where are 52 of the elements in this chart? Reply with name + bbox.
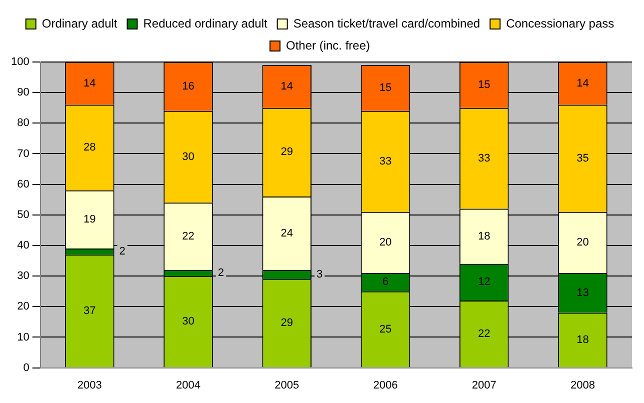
data-label: 18 [478,230,490,242]
data-label: 30 [182,150,194,163]
data-label: 6 [382,276,389,288]
data-label: 29 [280,146,293,158]
legend-label: Concessionary pass [506,16,614,30]
data-label: 13 [576,286,589,299]
data-label: 28 [84,142,96,154]
y-tick-label: 0 [23,362,30,374]
data-label: 20 [576,236,589,248]
data-label: 20 [379,236,392,248]
data-label: 24 [280,227,293,240]
legend-label: Reduced ordinary adult [143,16,268,30]
data-label: 14 [576,77,589,90]
y-tick-label: 60 [17,178,30,190]
y-tick-label: 20 [17,300,30,313]
x-tick-label: 2007 [472,379,496,392]
x-tick-label: 2006 [373,379,398,392]
y-tick-label: 90 [17,86,30,99]
legend-label: Other (inc. free) [286,38,370,52]
data-label: 2 [218,267,224,280]
data-label: 35 [576,152,589,164]
data-label: 33 [379,155,392,168]
x-tick-label: 2005 [274,379,300,392]
data-label: 19 [84,214,96,226]
y-tick-label: 50 [17,208,30,221]
y-tick-label: 10 [17,331,30,344]
data-label: 33 [478,152,490,164]
data-label: 2 [119,246,126,258]
data-label: 22 [478,328,490,340]
data-label: 25 [379,323,392,336]
x-tick-label: 2004 [176,379,201,392]
data-label: 37 [84,305,96,318]
y-tick-label: 70 [17,148,30,160]
legend-label: Season ticket/travel card/combined [293,16,480,30]
x-tick-label: 2008 [570,379,595,392]
y-tick-label: 40 [17,240,30,252]
data-label: 30 [182,316,194,328]
x-tick-label: 2003 [77,379,102,392]
data-label: 22 [182,230,194,242]
data-label: 15 [478,78,490,91]
data-label: 29 [280,317,293,330]
y-tick-label: 30 [17,270,30,282]
y-tick-label: 100 [10,56,30,68]
y-tick-label: 80 [17,117,30,130]
data-label: 14 [84,77,96,90]
data-label: 12 [478,276,490,288]
data-label: 16 [182,80,194,92]
data-label: 18 [576,334,589,346]
legend-label: Ordinary adult [42,16,118,30]
data-label: 3 [316,268,323,281]
data-label: 15 [379,82,392,94]
data-label: 14 [280,80,293,92]
